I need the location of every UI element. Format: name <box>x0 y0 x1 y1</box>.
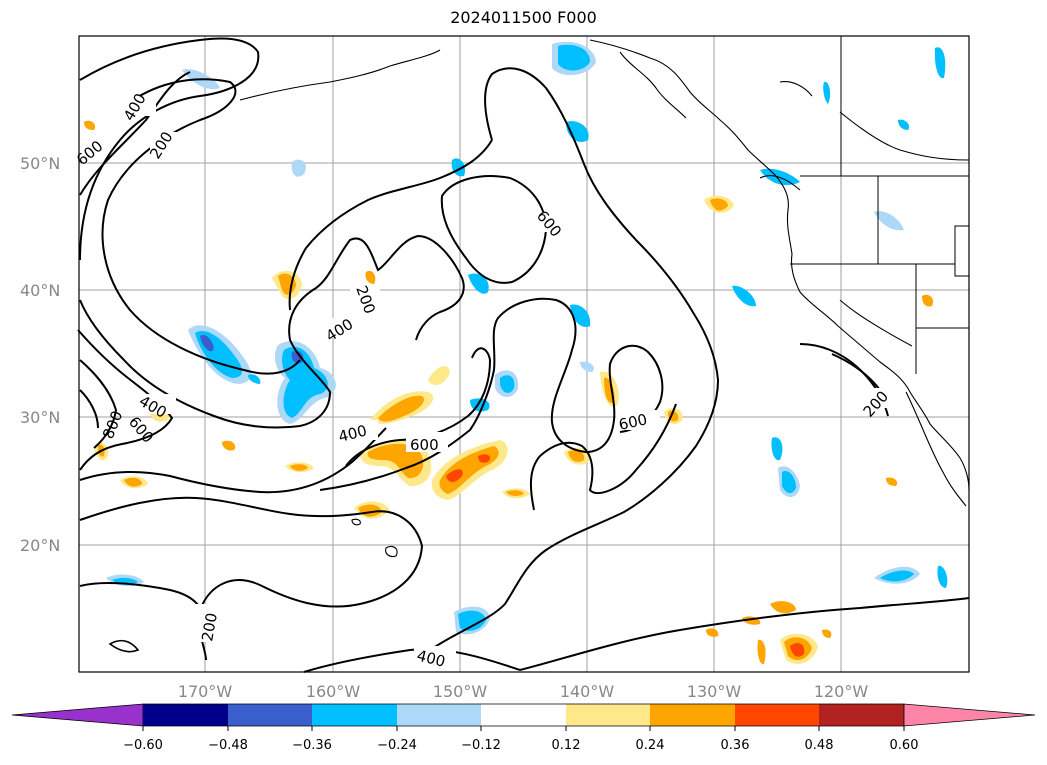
lat-label: 20°N <box>20 536 60 555</box>
lon-label: 140°W <box>560 682 615 701</box>
map-panel: 400 200 600 200 400 600 400 800 400 600 … <box>73 35 970 673</box>
colorbar-segment <box>397 704 481 726</box>
lon-label: 150°W <box>433 682 488 701</box>
longitude-labels: 170°W 160°W 150°W 140°W 130°W 120°W <box>178 682 869 701</box>
coastlines <box>108 39 970 653</box>
lat-label: 30°N <box>20 408 60 427</box>
colorbar-segment <box>312 704 397 726</box>
colorbar-segment <box>228 704 312 726</box>
colorbar-segment <box>566 704 650 726</box>
colorbar-tick-label: −0.24 <box>377 738 417 753</box>
colorbar: −0.60 −0.48 −0.36 −0.24 −0.12 0.12 0.24 … <box>11 703 1036 753</box>
map-title: 2024011500 F000 <box>450 8 597 27</box>
lon-label: 130°W <box>687 682 742 701</box>
lon-label: 160°W <box>306 682 361 701</box>
colorbar-tick-label: 0.12 <box>552 738 581 753</box>
colorbar-segment <box>143 704 228 726</box>
colorbar-segment <box>481 704 566 726</box>
map-frame <box>78 35 970 673</box>
colorbar-segment <box>650 704 735 726</box>
colorbar-segment <box>819 704 904 726</box>
colorbar-segment <box>11 703 144 727</box>
lon-label: 120°W <box>814 682 869 701</box>
colorbar-tick-label: −0.48 <box>208 738 248 753</box>
colorbar-tick-label: 0.60 <box>890 738 919 753</box>
lat-label: 40°N <box>20 281 60 300</box>
contour-label: 600 <box>410 436 439 454</box>
colorbar-tick-label: −0.60 <box>123 738 163 753</box>
colorbar-segment <box>735 704 819 726</box>
state-borders <box>790 36 970 374</box>
contour-label: 600 <box>617 410 649 434</box>
colorbar-tick-label: 0.36 <box>721 738 750 753</box>
colorbar-tick-label: 0.48 <box>805 738 834 753</box>
colorbar-tick-label: −0.36 <box>292 738 332 753</box>
contour-lines <box>77 37 970 673</box>
latitude-labels: 50°N 40°N 30°N 20°N <box>20 154 60 555</box>
colorbar-segment <box>903 703 1036 727</box>
positive-anomaly-fills <box>84 120 934 665</box>
colorbar-tick-label: 0.24 <box>636 738 665 753</box>
lon-label: 170°W <box>178 682 233 701</box>
lat-label: 50°N <box>20 154 60 173</box>
contour-label: 200 <box>198 611 221 642</box>
colorbar-tick-label: −0.12 <box>461 738 501 753</box>
